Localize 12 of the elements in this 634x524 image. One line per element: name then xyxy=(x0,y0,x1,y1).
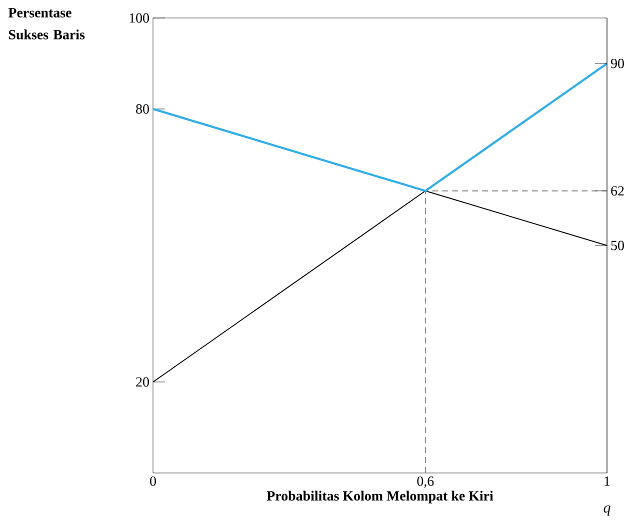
y-axis-title: Persentase Sukses Baris xyxy=(8,8,85,40)
y2-tick-label: 62 xyxy=(611,186,624,196)
y-tick-label: 100 xyxy=(130,13,149,23)
x-tick-label: 1 xyxy=(604,476,610,486)
y2-tick-label: 50 xyxy=(611,240,624,250)
y-tick-label: 80 xyxy=(136,104,149,114)
y2-tick-label: 90 xyxy=(610,58,624,68)
text: q xyxy=(604,506,610,516)
x-tick-label: 0,6 xyxy=(417,476,434,488)
x-axis-title: Probabilitas Kolom Melompat ke Kiri xyxy=(266,490,494,504)
x-tick-label: 0 xyxy=(150,476,156,486)
y-tick-label: 20 xyxy=(136,377,149,387)
